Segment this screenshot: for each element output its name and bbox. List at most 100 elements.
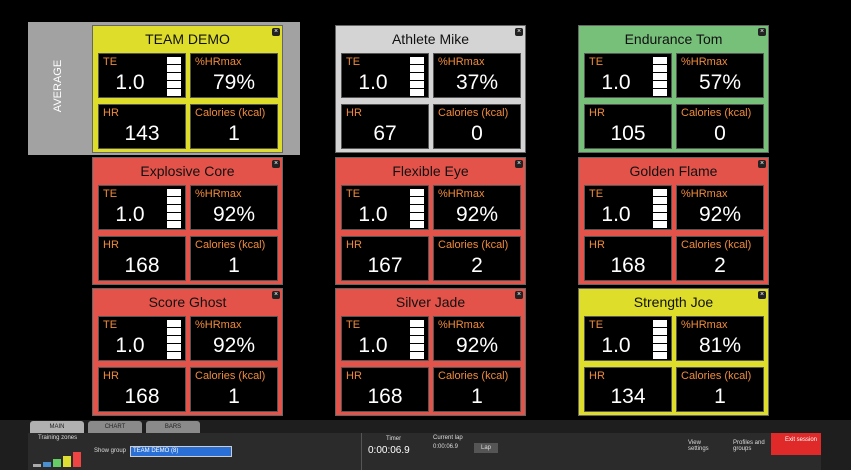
te-bars: [653, 57, 667, 97]
tab[interactable]: BARS: [146, 421, 200, 433]
close-button[interactable]: ×: [515, 160, 523, 168]
metric-box: Calories (kcal) 1: [190, 104, 278, 149]
metric-box: TE 1.0: [98, 185, 186, 230]
athlete-name: Explosive Core: [140, 163, 235, 179]
metric-value: 92%: [212, 203, 256, 226]
metric-label: HR: [589, 239, 605, 251]
metric-box: Calories (kcal) 1: [190, 367, 278, 412]
te-bars: [410, 320, 424, 360]
group-select[interactable]: TEAM DEMO (8): [130, 446, 232, 457]
athlete-card: Endurance Tom × TE 1.0 %HRmax 57% HR 105 Calorie…: [578, 25, 769, 153]
label: Timer: [386, 436, 402, 442]
label: Training zones: [38, 435, 78, 441]
metric-label: HR: [589, 107, 605, 119]
metric-value: 37%: [455, 71, 499, 94]
metric-label: Calories (kcal): [681, 239, 752, 251]
lap-time: 0:00:06.9: [433, 444, 459, 450]
close-button[interactable]: ×: [515, 291, 523, 299]
close-button[interactable]: ×: [758, 291, 766, 299]
metric-value: 79%: [212, 71, 256, 94]
profiles[interactable]: Profiles and groups: [733, 440, 765, 452]
toolbar: MAIN CHART BARS Training zones Show grou…: [0, 420, 851, 470]
metric-value: 1.0: [601, 71, 631, 94]
athlete-name: Strength Joe: [633, 294, 714, 310]
metric-box: Calories (kcal) 1: [190, 236, 278, 281]
athlete-name: Athlete Mike: [391, 31, 470, 47]
metric-box: %HRmax 57%: [676, 53, 764, 98]
metric-value: 1: [714, 385, 726, 408]
metric-value: 168: [367, 385, 403, 408]
metric-box: TE 1.0: [98, 316, 186, 361]
metric-box: TE 1.0: [584, 53, 672, 98]
metric-label: HR: [346, 107, 362, 119]
metric-value: 1: [228, 254, 240, 277]
metric-label: %HRmax: [195, 319, 242, 331]
metric-label: Calories (kcal): [438, 370, 509, 382]
metric-box: HR 168: [584, 236, 672, 281]
athlete-name: Flexible Eye: [392, 163, 469, 179]
metric-value: 2: [471, 254, 483, 277]
close-button[interactable]: ×: [515, 28, 523, 36]
close-button[interactable]: ×: [758, 160, 766, 168]
metric-box: %HRmax 37%: [433, 53, 521, 98]
metric-value: 143: [124, 122, 160, 145]
metric-label: %HRmax: [681, 56, 728, 68]
metric-label: TE: [589, 188, 604, 200]
metric-value: 92%: [212, 334, 256, 357]
close-button[interactable]: ×: [758, 28, 766, 36]
metric-label: %HRmax: [195, 56, 242, 68]
tab[interactable]: MAIN: [30, 421, 84, 433]
metric-label: Calories (kcal): [195, 239, 266, 251]
metric-box: HR 143: [98, 104, 186, 149]
close-button[interactable]: ×: [272, 291, 280, 299]
metric-box: TE 1.0: [341, 185, 429, 230]
athlete-name: Score Ghost: [148, 294, 227, 310]
metric-label: TE: [346, 319, 361, 331]
metric-label: HR: [346, 370, 362, 382]
metric-label: HR: [589, 370, 605, 382]
metric-label: TE: [589, 56, 604, 68]
tab[interactable]: CHART: [88, 421, 142, 433]
athlete-name: Endurance Tom: [624, 31, 723, 47]
metric-label: TE: [346, 56, 361, 68]
metric-value: 167: [367, 254, 403, 277]
metric-box: %HRmax 79%: [190, 53, 278, 98]
metric-label: HR: [103, 107, 119, 119]
athlete-card: Score Ghost × TE 1.0 %HRmax 92% HR 168 Calories …: [92, 288, 283, 416]
metric-box: HR 67: [341, 104, 429, 149]
metric-label: TE: [103, 56, 118, 68]
metric-box: Calories (kcal) 1: [676, 367, 764, 412]
view-settings[interactable]: View settings: [688, 440, 709, 452]
metric-label: %HRmax: [438, 319, 485, 331]
metric-value: 92%: [455, 334, 499, 357]
metric-box: TE 1.0: [341, 53, 429, 98]
metric-label: Calories (kcal): [438, 239, 509, 251]
exit-button[interactable]: Exit session: [771, 433, 821, 455]
metric-value: 81%: [698, 334, 742, 357]
metric-box: Calories (kcal) 2: [433, 236, 521, 281]
metric-value: 105: [610, 122, 646, 145]
metric-box: %HRmax 92%: [190, 185, 278, 230]
average-label: AVERAGE: [52, 59, 64, 113]
metric-value: 168: [124, 254, 160, 277]
metric-label: Calories (kcal): [195, 370, 266, 382]
metric-box: HR 168: [98, 236, 186, 281]
metric-value: 168: [610, 254, 646, 277]
metric-label: TE: [589, 319, 604, 331]
lap-button[interactable]: Lap: [474, 443, 498, 453]
metric-value: 67: [373, 122, 397, 145]
metric-label: Calories (kcal): [195, 107, 266, 119]
metric-value: 1.0: [358, 71, 388, 94]
metric-box: HR 167: [341, 236, 429, 281]
close-button[interactable]: ×: [272, 160, 280, 168]
metric-box: Calories (kcal) 1: [433, 367, 521, 412]
metric-value: 1.0: [115, 203, 145, 226]
metric-label: %HRmax: [438, 188, 485, 200]
metric-label: HR: [346, 239, 362, 251]
metric-label: TE: [103, 188, 118, 200]
athlete-name: TEAM DEMO: [145, 31, 230, 47]
metric-box: TE 1.0: [98, 53, 186, 98]
athlete-name: Silver Jade: [395, 294, 466, 310]
close-button[interactable]: ×: [272, 28, 280, 36]
